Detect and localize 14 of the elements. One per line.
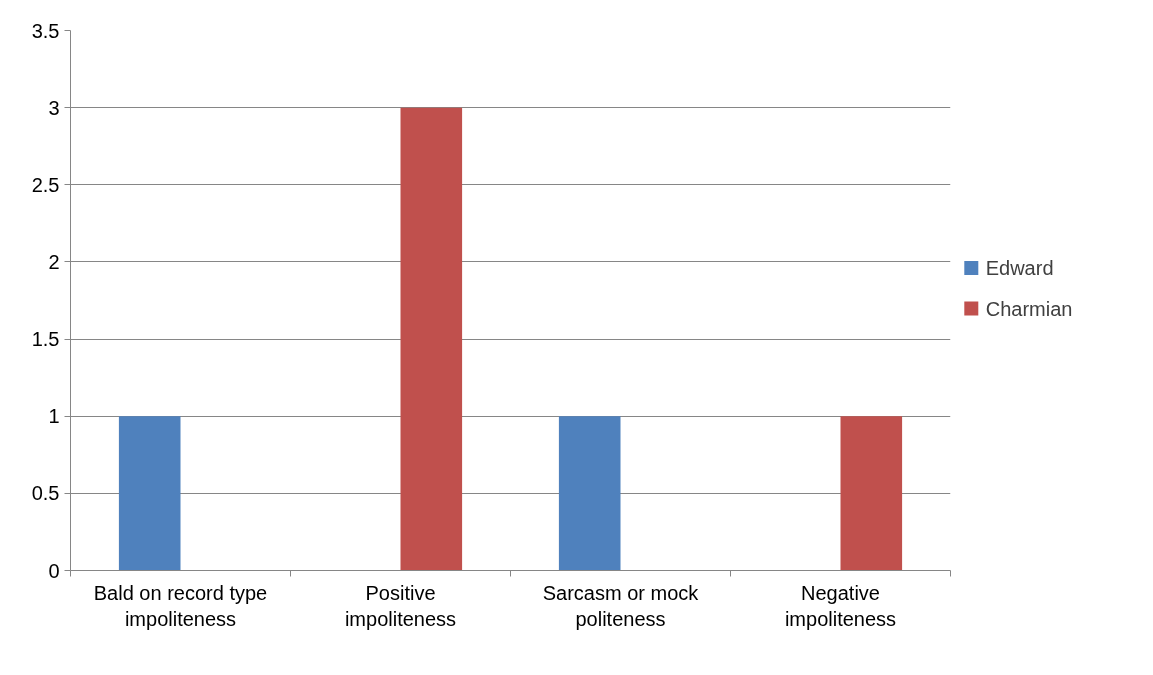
y-tick-label: 2.5 bbox=[31, 173, 60, 196]
y-tick-label: 0 bbox=[48, 559, 60, 582]
y-tick-label: 3.5 bbox=[31, 19, 60, 42]
legend-label: Charmian bbox=[985, 297, 1073, 320]
y-tick-label: 1.5 bbox=[31, 328, 60, 351]
y-tick-label: 3 bbox=[48, 96, 60, 119]
x-tick-label: Positive impoliteness bbox=[344, 581, 457, 630]
x-tick-label: Negative impoliteness bbox=[784, 581, 897, 630]
y-tick-label: 2 bbox=[48, 250, 60, 273]
y-tick-label: 1 bbox=[48, 405, 60, 428]
x-tick-label: Bald on record type impoliteness bbox=[93, 581, 268, 630]
legend-label: Edward bbox=[985, 257, 1054, 280]
y-tick-label: 0.5 bbox=[31, 482, 60, 505]
x-tick-label: Sarcasm or mock politeness bbox=[542, 581, 700, 630]
